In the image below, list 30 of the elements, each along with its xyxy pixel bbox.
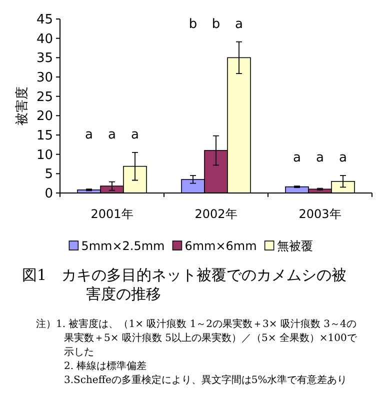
y-tick-label: 35	[36, 51, 53, 66]
text: 2. 棒線は標準偏差	[63, 360, 148, 374]
y-tick-label: 5	[44, 167, 53, 182]
annotation: a	[131, 127, 139, 142]
annotation: a	[316, 150, 324, 166]
annotation: a	[293, 150, 301, 166]
y-tick-label: 45	[36, 12, 53, 28]
x-tick-label: 2003年	[298, 207, 342, 221]
annotation: a	[339, 150, 347, 166]
y-tick-label: 25	[36, 90, 53, 105]
annotation: b	[188, 16, 198, 32]
y-tick-label: 30	[36, 70, 53, 86]
legend-label: 6mm×6mm	[184, 239, 257, 253]
y-axis-title: 被害度	[14, 86, 30, 126]
text: 注）1. 被害度は、（1× 吸汁痕数 1～2の果実数＋3× 吸汁痕数 3～4の果実数＋5× 吸汁痕数 5以上の果実数）／（5× 全果数）×100で示した	[36, 318, 358, 360]
annotation: b	[212, 16, 220, 32]
y-tick-label: 40	[36, 32, 53, 47]
annotation: a	[235, 16, 243, 32]
y-tick-label: 20	[36, 109, 53, 124]
annotation: a	[85, 127, 93, 142]
y-tick-label: 10	[36, 148, 53, 163]
text: 3.Scheffeの多重検定により、異文字間は5%水準で有意差あり	[63, 374, 348, 388]
legend-label: 無被覆	[276, 239, 313, 253]
x-tick-label: 2002年	[194, 207, 238, 221]
annotation: a	[108, 127, 116, 142]
x-tick-label: 2001年	[90, 207, 134, 221]
y-tick-label: 0	[44, 186, 53, 202]
legend-label: 5mm×2.5mm	[81, 239, 165, 253]
y-tick-label: 15	[36, 128, 53, 144]
text: 図1 カキの多目的ネット被覆でのカメムシの被害度の推移	[22, 266, 348, 304]
